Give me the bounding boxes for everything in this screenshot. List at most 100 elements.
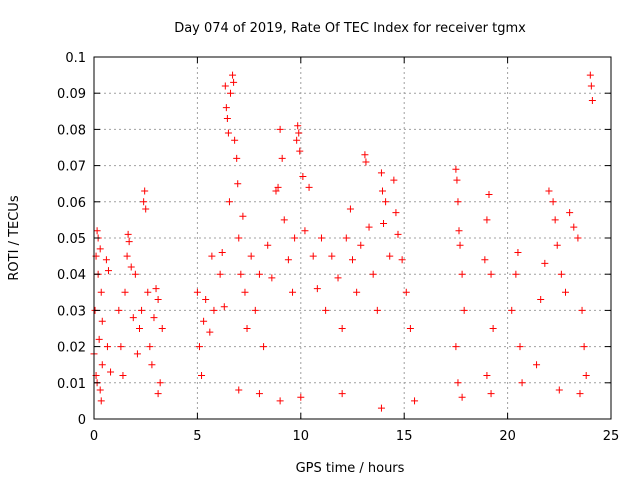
- x-tick-label: 15: [396, 429, 413, 444]
- y-tick-label: 0.1: [65, 51, 86, 66]
- data-point: [129, 314, 137, 322]
- data-point: [251, 306, 259, 314]
- data-point: [223, 115, 231, 123]
- data-point: [218, 248, 226, 256]
- data-point: [144, 288, 152, 296]
- chart-title: Day 074 of 2019, Rate Of TEC Index for r…: [174, 21, 526, 36]
- data-point: [152, 285, 160, 293]
- y-tick-label: 0.06: [57, 196, 86, 211]
- data-point: [562, 288, 570, 296]
- data-point: [216, 270, 224, 278]
- y-tick-label: 0.05: [57, 232, 86, 247]
- data-point: [230, 78, 238, 86]
- data-point: [284, 256, 292, 264]
- data-point: [156, 379, 164, 387]
- data-point: [297, 393, 305, 401]
- data-point: [233, 154, 241, 162]
- data-point: [278, 154, 286, 162]
- data-point: [361, 151, 369, 159]
- data-point: [338, 325, 346, 332]
- y-tick-label: 0.01: [57, 377, 86, 392]
- data-point: [582, 372, 590, 380]
- data-point: [411, 397, 419, 405]
- data-point: [349, 256, 356, 264]
- data-point: [586, 71, 594, 79]
- data-point: [512, 270, 520, 278]
- data-point: [241, 288, 249, 296]
- data-point: [377, 404, 385, 412]
- data-point: [574, 234, 582, 242]
- data-point: [587, 82, 595, 90]
- data-point: [390, 176, 398, 184]
- x-tick-label: 0: [90, 429, 98, 444]
- data-point: [291, 234, 299, 242]
- data-point: [247, 252, 255, 260]
- data-point: [148, 361, 156, 369]
- data-point: [533, 361, 541, 369]
- data-point: [224, 129, 232, 137]
- data-point: [206, 328, 214, 336]
- data-point: [545, 187, 553, 195]
- y-tick-label: 0.02: [57, 341, 86, 356]
- data-points: [90, 71, 596, 412]
- data-point: [138, 306, 146, 314]
- data-point: [208, 252, 216, 260]
- data-point: [402, 288, 410, 296]
- data-point: [328, 252, 336, 260]
- axis-ticks: [93, 56, 612, 420]
- data-point: [481, 256, 489, 264]
- data-point: [96, 386, 104, 394]
- data-point: [487, 390, 495, 398]
- data-point: [452, 165, 460, 173]
- data-point: [386, 252, 394, 260]
- data-point: [553, 241, 561, 249]
- data-point: [294, 122, 302, 130]
- data-point: [222, 104, 230, 112]
- data-point: [369, 270, 377, 278]
- data-point: [588, 96, 596, 104]
- data-point: [93, 227, 101, 235]
- data-point: [150, 314, 158, 322]
- data-point: [280, 216, 288, 224]
- data-point: [220, 303, 228, 311]
- y-tick-label: 0.07: [57, 160, 86, 175]
- data-point: [127, 263, 135, 271]
- data-point: [98, 361, 106, 369]
- data-point: [485, 191, 493, 199]
- data-point: [276, 397, 284, 405]
- x-tick-label: 25: [603, 429, 620, 444]
- data-point: [234, 180, 242, 188]
- data-point: [570, 223, 578, 231]
- data-point: [119, 372, 127, 380]
- data-point: [226, 89, 234, 97]
- data-point: [541, 259, 549, 267]
- data-point: [483, 372, 491, 380]
- data-point: [141, 187, 149, 195]
- data-point: [342, 234, 350, 242]
- data-point: [124, 230, 132, 238]
- data-point: [276, 125, 284, 133]
- data-point: [322, 306, 330, 314]
- data-point: [255, 270, 263, 278]
- data-point: [231, 136, 239, 144]
- data-point: [229, 71, 237, 79]
- data-point: [289, 288, 297, 296]
- data-point: [293, 136, 301, 144]
- data-point: [508, 306, 516, 314]
- data-point: [454, 379, 462, 387]
- x-tick-label: 10: [293, 429, 310, 444]
- data-point: [516, 343, 524, 351]
- data-point: [305, 183, 313, 191]
- data-point: [121, 288, 129, 296]
- data-point: [557, 270, 565, 278]
- data-point: [460, 306, 468, 314]
- y-tick-labels: 0 0.01 0.02 0.03 0.04 0.05 0.06 0.07 0.08 0.09 0.1: [57, 51, 86, 428]
- data-point: [98, 317, 106, 325]
- data-point: [200, 317, 208, 325]
- data-point: [392, 209, 400, 217]
- data-point: [264, 241, 272, 249]
- data-point: [365, 223, 373, 231]
- data-point: [406, 325, 414, 332]
- data-point: [580, 343, 588, 351]
- data-point: [357, 241, 365, 249]
